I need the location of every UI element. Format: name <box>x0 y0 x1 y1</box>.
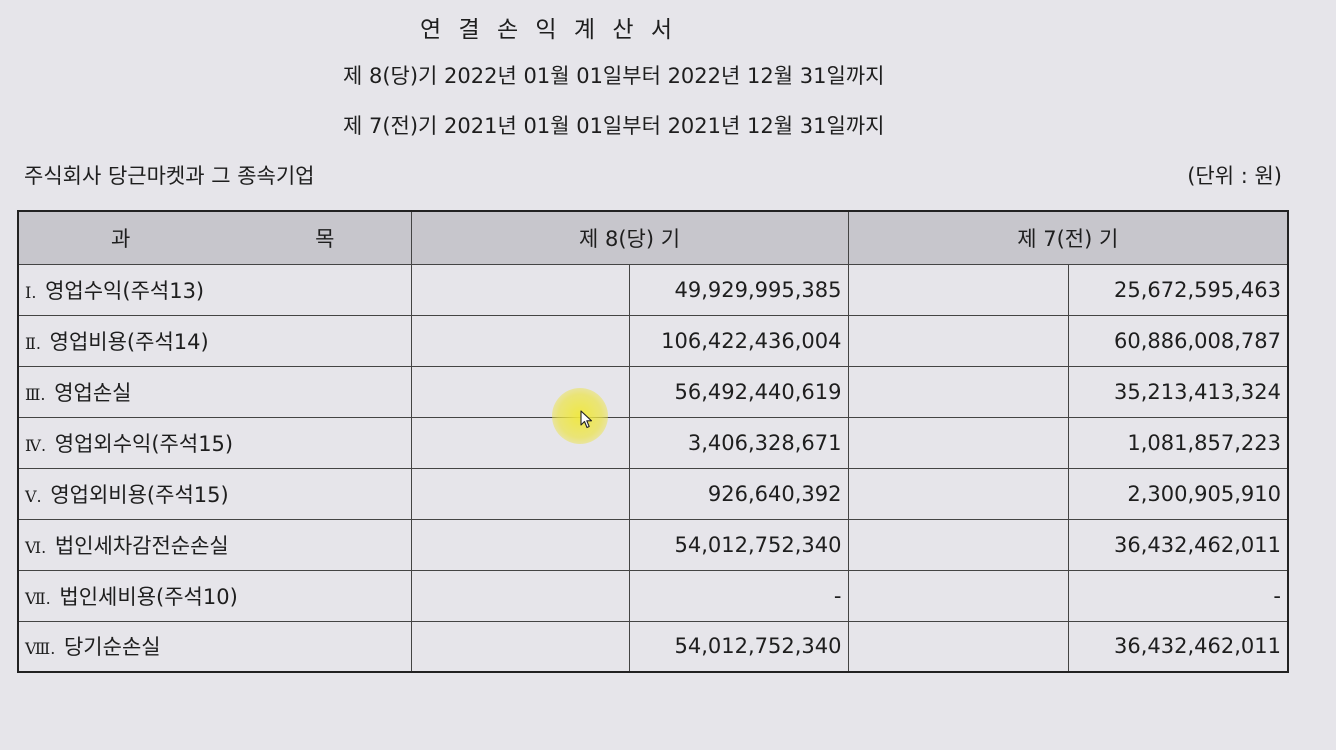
table-row: Ⅴ. 영업외비용(주석15) 926,640,392 2,300,905,910 <box>17 467 1289 520</box>
current-amount-cell: 3,406,328,671 <box>628 416 849 469</box>
row-label: 영업손실 <box>54 380 132 405</box>
prior-subtotal-cell <box>847 416 1069 469</box>
header-subject: 과 목 <box>17 210 412 265</box>
current-subtotal-cell <box>410 569 630 622</box>
table-row: Ⅳ. 영업외수익(주석15) 3,406,328,671 1,081,857,223 <box>17 416 1289 469</box>
table-row: Ⅶ. 법인세비용(주석10) - - <box>17 569 1289 622</box>
prior-amount-cell: 36,432,462,011 <box>1067 518 1289 571</box>
header-subject-left: 과 <box>111 226 131 251</box>
prior-subtotal-cell <box>847 365 1069 418</box>
prior-subtotal-cell <box>847 569 1069 622</box>
current-amount-cell: 926,640,392 <box>628 467 849 520</box>
row-label: 영업비용(주석14) <box>49 329 209 354</box>
period-prior: 제 7(전)기 2021년 01월 01일부터 2021년 12월 31일까지 <box>343 114 885 138</box>
header-prior-period: 제 7(전) 기 <box>847 210 1289 265</box>
row-label: 영업수익(주석13) <box>45 278 205 303</box>
current-subtotal-cell <box>410 620 630 673</box>
table-row: Ⅱ. 영업비용(주석14) 106,422,436,004 60,886,008,7… <box>17 314 1289 367</box>
row-subject: Ⅷ. 당기순손실 <box>17 620 412 673</box>
prior-amount-cell: - <box>1067 569 1289 622</box>
row-numeral: Ⅱ. <box>25 333 41 353</box>
row-numeral: Ⅷ. <box>25 639 56 659</box>
header-current-period: 제 8(당) 기 <box>410 210 849 265</box>
row-label: 영업외비용(주석15) <box>50 482 229 507</box>
prior-amount-cell: 1,081,857,223 <box>1067 416 1289 469</box>
prior-amount-cell: 36,432,462,011 <box>1067 620 1289 673</box>
prior-subtotal-cell <box>847 263 1069 316</box>
row-label: 영업외수익(주석15) <box>54 431 234 456</box>
prior-amount-cell: 60,886,008,787 <box>1067 314 1289 367</box>
current-amount-cell: - <box>628 569 849 622</box>
row-subject: Ⅵ. 법인세차감전순손실 <box>17 518 412 571</box>
table-row: Ⅲ. 영업손실 56,492,440,619 35,213,413,324 <box>17 365 1289 418</box>
current-amount-cell: 56,492,440,619 <box>628 365 849 418</box>
row-subject: Ⅱ. 영업비용(주석14) <box>17 314 412 367</box>
table-row: Ⅷ. 당기순손실 54,012,752,340 36,432,462,011 <box>17 620 1289 673</box>
table-header-row: 과 목 제 8(당) 기 제 7(전) 기 <box>17 210 1289 265</box>
prior-subtotal-cell <box>847 518 1069 571</box>
prior-subtotal-cell <box>847 467 1069 520</box>
current-subtotal-cell <box>410 467 630 520</box>
current-amount-cell: 49,929,995,385 <box>628 263 849 316</box>
statement-title: 연 결 손 익 계 산 서 <box>420 17 677 43</box>
arrow-pointer-icon <box>580 410 593 429</box>
current-amount-cell: 54,012,752,340 <box>628 518 849 571</box>
company-name: 주식회사 당근마켓과 그 종속기업 <box>24 164 315 188</box>
header-subject-right: 목 <box>315 226 335 251</box>
row-subject: Ⅳ. 영업외수익(주석15) <box>17 416 412 469</box>
prior-amount-cell: 25,672,595,463 <box>1067 263 1289 316</box>
current-subtotal-cell <box>410 314 630 367</box>
row-subject: Ⅰ. 영업수익(주석13) <box>17 263 412 316</box>
income-statement-table: 과 목 제 8(당) 기 제 7(전) 기 Ⅰ. 영업수익(주석13) 49,92… <box>17 210 1289 673</box>
prior-amount-cell: 35,213,413,324 <box>1067 365 1289 418</box>
current-subtotal-cell <box>410 518 630 571</box>
period-current: 제 8(당)기 2022년 01월 01일부터 2022년 12월 31일까지 <box>343 64 885 88</box>
unit-label: (단위 : 원) <box>1187 164 1282 188</box>
table-row: Ⅰ. 영업수익(주석13) 49,929,995,385 25,672,595,46… <box>17 263 1289 316</box>
table-row: Ⅵ. 법인세차감전순손실 54,012,752,340 36,432,462,011 <box>17 518 1289 571</box>
row-numeral: Ⅶ. <box>25 588 51 608</box>
row-numeral: Ⅲ. <box>25 384 46 404</box>
prior-subtotal-cell <box>847 314 1069 367</box>
current-amount-cell: 54,012,752,340 <box>628 620 849 673</box>
row-label: 법인세차감전순손실 <box>54 533 229 558</box>
current-subtotal-cell <box>410 263 630 316</box>
current-amount-cell: 106,422,436,004 <box>628 314 849 367</box>
row-numeral: Ⅰ. <box>25 282 37 302</box>
row-subject: Ⅴ. 영업외비용(주석15) <box>17 467 412 520</box>
row-numeral: Ⅳ. <box>25 435 47 455</box>
prior-subtotal-cell <box>847 620 1069 673</box>
row-numeral: Ⅵ. <box>25 537 47 557</box>
row-subject: Ⅶ. 법인세비용(주석10) <box>17 569 412 622</box>
row-label: 법인세비용(주석10) <box>59 584 238 609</box>
row-subject: Ⅲ. 영업손실 <box>17 365 412 418</box>
cursor-highlight <box>552 388 608 444</box>
prior-amount-cell: 2,300,905,910 <box>1067 467 1289 520</box>
row-numeral: Ⅴ. <box>25 486 42 506</box>
row-label: 당기순손실 <box>63 635 161 660</box>
